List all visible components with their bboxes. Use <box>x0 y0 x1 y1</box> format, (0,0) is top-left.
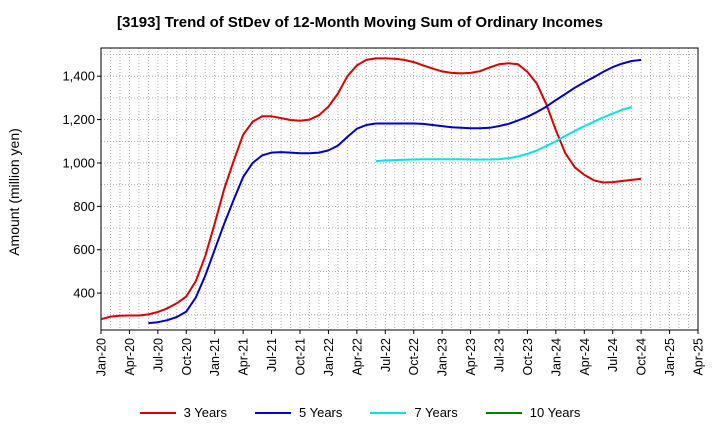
x-tick-label: Jul-22 <box>379 338 393 372</box>
legend-label: 3 Years <box>183 405 227 420</box>
legend-item: 3 Years <box>139 405 227 420</box>
x-tick-label: Oct-24 <box>635 338 649 376</box>
x-tick-label: Oct-23 <box>521 338 535 376</box>
plot-frame <box>100 47 699 331</box>
y-tick-label: 1,000 <box>62 155 95 170</box>
y-tick-label: 600 <box>73 242 95 257</box>
y-tick-label: 400 <box>73 286 95 301</box>
x-tick-label: Jan-23 <box>436 338 450 376</box>
x-tick-label: Jul-20 <box>151 338 165 372</box>
legend-item: 10 Years <box>485 405 581 420</box>
x-tick-label: Jul-23 <box>493 338 507 372</box>
x-tick-label: Oct-20 <box>180 338 194 376</box>
x-tick-label: Jul-21 <box>265 338 279 372</box>
series-line-3-years <box>100 57 642 321</box>
x-tick-label: Oct-21 <box>294 338 308 376</box>
legend-swatch <box>370 411 407 414</box>
x-tick-label: Apr-23 <box>464 338 478 376</box>
legend-label: 7 Years <box>414 405 458 420</box>
x-tick-label: Jul-24 <box>606 338 620 372</box>
x-tick-label: Apr-25 <box>692 338 706 376</box>
chart-title: [3193] Trend of StDev of 12-Month Moving… <box>117 14 603 31</box>
y-tick-label: 1,200 <box>62 112 95 127</box>
x-tick-label: Jan-25 <box>663 338 677 376</box>
x-tick-label: Apr-20 <box>123 338 137 376</box>
legend-swatch <box>485 411 522 414</box>
x-tick-label: Jan-24 <box>549 338 563 376</box>
legend-label: 10 Years <box>529 405 581 420</box>
x-tick-label: Jan-22 <box>322 338 336 376</box>
legend-swatch <box>139 411 176 414</box>
x-tick-label: Apr-21 <box>237 338 251 376</box>
legend: 3 Years 5 Years 7 Years 10 Years <box>0 405 720 420</box>
series-line-5-years <box>148 58 642 325</box>
x-tick-label: Jan-21 <box>208 338 222 376</box>
legend-item: 5 Years <box>255 405 342 420</box>
series-line-7-years <box>375 106 632 163</box>
x-tick-label: Oct-22 <box>407 338 421 376</box>
x-tick-label: Jan-20 <box>95 338 109 376</box>
legend-swatch <box>255 411 291 414</box>
y-tick-label: 1,400 <box>62 69 95 84</box>
x-tick-label: Apr-24 <box>578 338 592 376</box>
legend-item: 7 Years <box>370 405 458 420</box>
legend-label: 5 Years <box>299 405 343 420</box>
x-tick-label: Apr-22 <box>350 338 364 376</box>
y-tick-label: 800 <box>73 199 95 214</box>
